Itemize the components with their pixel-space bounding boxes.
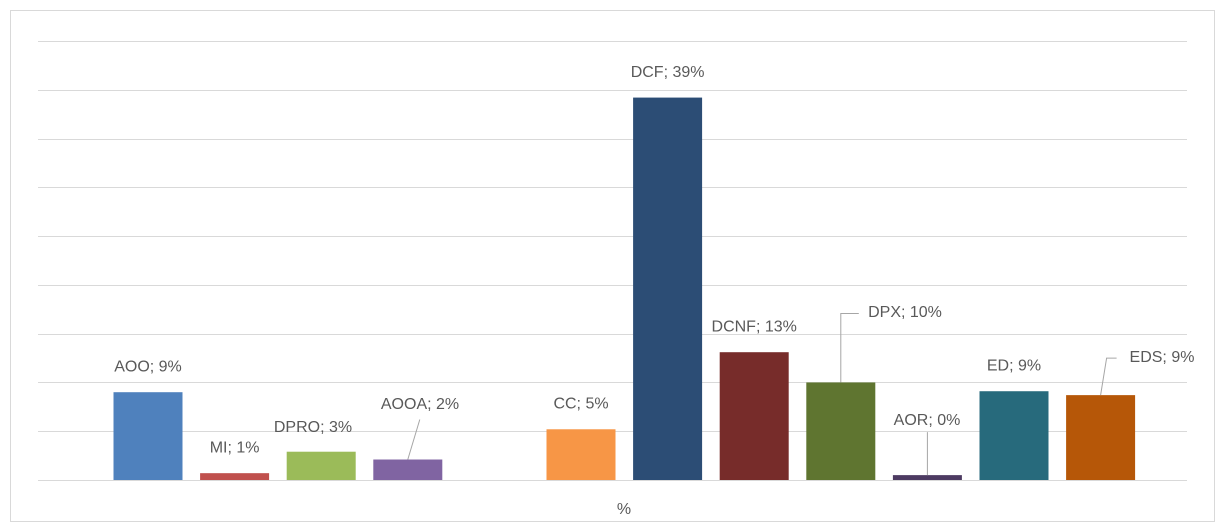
bar: [979, 391, 1049, 480]
bar: [806, 382, 876, 480]
bar: [719, 352, 789, 480]
data-label: AOR; 0%: [894, 412, 961, 429]
bar: [200, 473, 270, 480]
data-label: ED; 9%: [987, 357, 1041, 374]
data-label: AOOA; 2%: [381, 396, 459, 413]
bar: [373, 459, 443, 480]
data-label: DCNF; 13%: [712, 318, 797, 335]
data-label: CC; 5%: [553, 395, 608, 412]
data-label: AOO; 9%: [114, 358, 182, 375]
leader-line: [840, 312, 859, 383]
bar: [286, 451, 356, 480]
bar: [1066, 395, 1136, 480]
bar: [633, 97, 703, 481]
bar: [113, 392, 183, 480]
leader-line: [407, 419, 421, 460]
leader-line: [1100, 357, 1117, 396]
data-label: DPRO; 3%: [274, 419, 352, 436]
data-label: EDS; 9%: [1130, 349, 1195, 366]
data-label: DCF; 39%: [631, 64, 705, 81]
bar: [546, 429, 616, 480]
data-label: DPX; 10%: [868, 304, 942, 321]
bar: [892, 475, 962, 480]
data-label: MI; 1%: [210, 439, 260, 456]
x-tick-label: %: [617, 501, 631, 518]
